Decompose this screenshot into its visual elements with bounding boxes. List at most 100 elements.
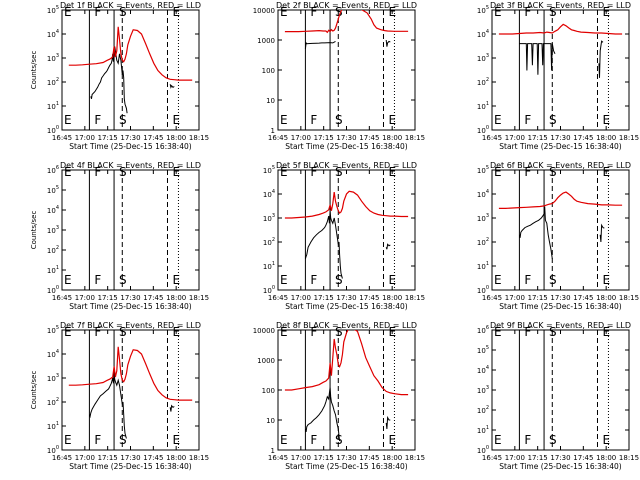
panel-title: Det 3f BLACK = Events, RED = LLD bbox=[490, 1, 631, 10]
marker-letter: F bbox=[524, 433, 531, 447]
y-tick-label: 104 bbox=[477, 29, 489, 39]
y-tick-label: 101 bbox=[263, 261, 275, 271]
y-tick-label: 101 bbox=[47, 101, 59, 111]
y-tick-label: 105 bbox=[47, 185, 59, 195]
panel-title: Det 1f BLACK = Events, RED = LLD bbox=[60, 1, 201, 10]
marker-letter: F bbox=[310, 325, 317, 339]
y-tick-label: 101 bbox=[477, 425, 489, 435]
x-tick-label: 17:45 bbox=[143, 454, 163, 462]
x-tick-label: 17:00 bbox=[505, 294, 525, 302]
x-tick-label: 16:45 bbox=[52, 134, 72, 142]
y-tick-label: 100 bbox=[262, 387, 275, 395]
y-tick-label: 105 bbox=[477, 5, 489, 15]
x-tick-label: 17:30 bbox=[120, 294, 140, 302]
x-axis-label: Start Time (25-Dec-15 16:38:40) bbox=[69, 462, 191, 471]
marker-letter: E bbox=[280, 325, 288, 339]
marker-letter: E bbox=[494, 325, 502, 339]
series-events-line bbox=[385, 243, 391, 250]
y-tick-label: 104 bbox=[263, 189, 275, 199]
series-events-line bbox=[598, 40, 604, 78]
x-tick-label: 18:00 bbox=[382, 134, 402, 142]
marker-letter: E bbox=[64, 325, 72, 339]
marker-letter: E bbox=[172, 165, 180, 179]
panel-title: Det 6f BLACK = Events, RED = LLD bbox=[490, 161, 631, 170]
panel-title: Det 2f BLACK = Events, RED = LLD bbox=[276, 1, 417, 10]
marker-letter: E bbox=[602, 433, 610, 447]
x-axis-label: Start Time (25-Dec-15 16:38:40) bbox=[69, 142, 191, 151]
x-tick-label: 17:00 bbox=[505, 454, 525, 462]
x-tick-label: 17:00 bbox=[75, 134, 95, 142]
x-tick-label: 17:00 bbox=[75, 454, 95, 462]
marker-letter: E bbox=[172, 273, 180, 287]
y-tick-label: 10000 bbox=[253, 7, 275, 15]
series-events-line bbox=[518, 206, 553, 259]
x-tick-label: 18:00 bbox=[596, 134, 616, 142]
marker-letter: E bbox=[172, 433, 180, 447]
y-tick-label: 10 bbox=[266, 417, 275, 425]
y-tick-label: 100 bbox=[47, 285, 59, 295]
y-tick-label: 102 bbox=[263, 237, 275, 247]
panel-title: Det 7f BLACK = Events, RED = LLD bbox=[60, 321, 201, 330]
y-axis-label: Counts/sec bbox=[30, 211, 38, 250]
x-axis-label: Start Time (25-Dec-15 16:38:40) bbox=[285, 462, 407, 471]
marker-letter: F bbox=[524, 165, 531, 179]
y-tick-label: 102 bbox=[47, 245, 59, 255]
y-tick-label: 100 bbox=[477, 445, 489, 455]
series-lld-line bbox=[68, 346, 193, 401]
marker-letter: E bbox=[172, 113, 180, 127]
x-tick-label: 17:00 bbox=[291, 294, 311, 302]
y-axis-label: Counts/sec bbox=[30, 51, 38, 90]
x-tick-label: 16:45 bbox=[482, 294, 502, 302]
marker-letter: F bbox=[524, 325, 531, 339]
y-tick-label: 100 bbox=[477, 285, 489, 295]
marker-letter: S bbox=[335, 113, 343, 127]
marker-letter: F bbox=[94, 5, 101, 19]
x-tick-label: 17:15 bbox=[528, 294, 548, 302]
series-events-line bbox=[385, 39, 391, 47]
marker-letter: F bbox=[524, 5, 531, 19]
x-tick-label: 18:15 bbox=[189, 294, 209, 302]
marker-letter: F bbox=[94, 165, 101, 179]
marker-letter: S bbox=[549, 325, 557, 339]
x-axis-label: Start Time (25-Dec-15 16:38:40) bbox=[69, 302, 191, 311]
marker-letter: F bbox=[310, 5, 317, 19]
x-tick-label: 17:45 bbox=[573, 134, 593, 142]
x-tick-label: 17:45 bbox=[573, 294, 593, 302]
marker-letter: S bbox=[549, 113, 557, 127]
x-tick-label: 17:15 bbox=[98, 134, 118, 142]
y-axis-label: Counts/sec bbox=[30, 371, 38, 410]
x-tick-label: 18:00 bbox=[382, 294, 402, 302]
marker-letter: S bbox=[335, 273, 343, 287]
x-tick-label: 17:30 bbox=[550, 134, 570, 142]
marker-letter: E bbox=[172, 325, 180, 339]
y-tick-label: 101 bbox=[477, 261, 489, 271]
series-events-line bbox=[304, 387, 341, 442]
marker-letter: S bbox=[119, 165, 127, 179]
x-tick-label: 17:30 bbox=[120, 454, 140, 462]
y-tick-label: 102 bbox=[47, 397, 59, 407]
series-lld-line bbox=[498, 191, 623, 209]
marker-letter: S bbox=[119, 325, 127, 339]
x-tick-label: 17:30 bbox=[336, 134, 356, 142]
x-tick-label: 17:15 bbox=[528, 134, 548, 142]
x-tick-label: 17:30 bbox=[550, 454, 570, 462]
marker-letter: S bbox=[335, 433, 343, 447]
y-tick-label: 10 bbox=[266, 97, 275, 105]
marker-letter: F bbox=[524, 273, 531, 287]
x-tick-label: 17:30 bbox=[120, 134, 140, 142]
x-axis-label: Start Time (25-Dec-15 16:38:40) bbox=[499, 462, 621, 471]
marker-letter: E bbox=[494, 5, 502, 19]
x-axis-label: Start Time (25-Dec-15 16:38:40) bbox=[285, 302, 407, 311]
y-tick-label: 102 bbox=[477, 405, 489, 415]
x-tick-label: 16:45 bbox=[268, 134, 288, 142]
panel-title: Det 4f BLACK = Events, RED = LLD bbox=[60, 161, 201, 170]
marker-letter: E bbox=[388, 273, 396, 287]
y-tick-label: 103 bbox=[477, 53, 489, 63]
panel-title: Det 8f BLACK = Events, RED = LLD bbox=[276, 321, 417, 330]
y-tick-label: 104 bbox=[477, 365, 489, 375]
marker-letter: E bbox=[280, 433, 288, 447]
marker-letter: E bbox=[172, 5, 180, 19]
